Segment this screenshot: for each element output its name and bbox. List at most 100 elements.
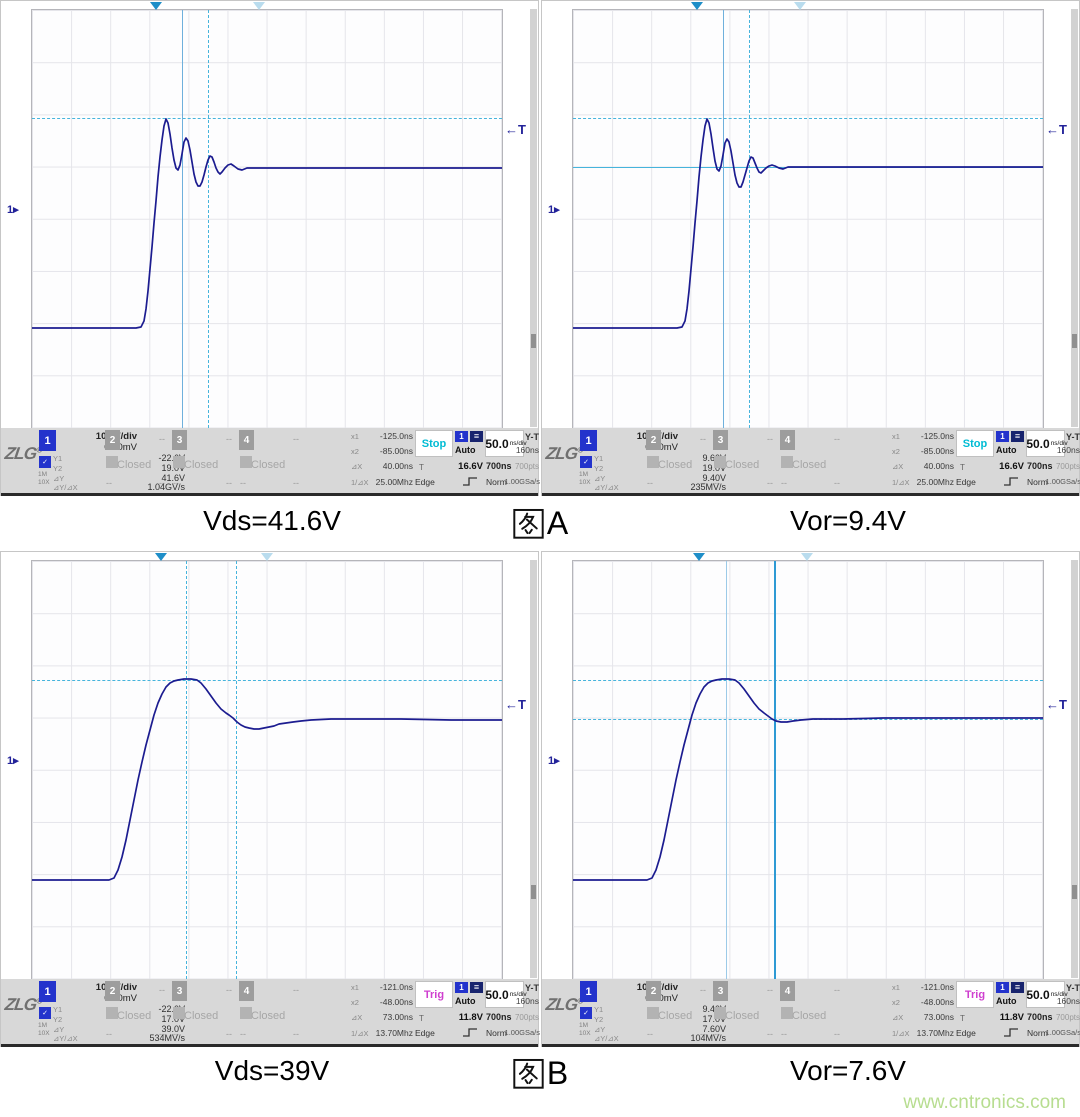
channel1-badge[interactable]: 1 [39, 430, 56, 451]
timebase-setting[interactable]: 50.0 ns/div [485, 430, 527, 457]
scrollbar[interactable] [530, 560, 537, 978]
trigger-position-marker[interactable] [150, 2, 162, 10]
trigger-type[interactable]: Edge [956, 477, 976, 487]
vertical-cursor-line[interactable] [749, 10, 750, 428]
channel3-badge[interactable]: 3 [172, 430, 187, 450]
channel1-check-icon[interactable]: ✓ [580, 456, 592, 468]
vertical-cursor-line[interactable] [186, 561, 187, 979]
placeholder-dashes: -- [834, 985, 840, 995]
trigger-position-marker[interactable] [155, 553, 167, 561]
timebase-setting[interactable]: 50.0 ns/div [485, 981, 527, 1008]
channel1-check-icon[interactable]: ✓ [39, 1007, 51, 1019]
vertical-cursor-line[interactable] [208, 10, 209, 428]
channel3-badge[interactable]: 3 [172, 981, 187, 1001]
trigger-level-marker[interactable]: ←T [1046, 697, 1067, 712]
channel1-check-icon[interactable]: ✓ [580, 1007, 592, 1019]
trigger-type[interactable]: Edge [415, 477, 435, 487]
reference-marker[interactable] [261, 553, 273, 561]
vertical-cursor-line[interactable] [236, 561, 237, 979]
channel4-check-icon[interactable] [781, 456, 793, 468]
channel4-badge[interactable]: 4 [780, 430, 795, 450]
edge-slope-icon[interactable] [1003, 1027, 1020, 1038]
channel4-check-icon[interactable] [240, 1007, 252, 1019]
channel1-badge[interactable]: 1 [580, 430, 597, 451]
channel1-position-marker[interactable]: 1▸ [7, 204, 19, 216]
edge-slope-icon[interactable] [1003, 476, 1020, 487]
channel1-position-marker[interactable]: 1▸ [548, 755, 560, 767]
scrollbar-handle[interactable] [1072, 334, 1077, 348]
channel2-badge[interactable]: 2 [105, 430, 120, 450]
channel1-badge[interactable]: 1 [580, 981, 597, 1002]
vertical-cursor-line[interactable] [726, 561, 727, 979]
channel3-check-icon[interactable] [173, 1007, 185, 1019]
channel2-check-icon[interactable] [647, 1007, 659, 1019]
channel3-check-icon[interactable] [714, 1007, 726, 1019]
horizontal-cursor-line[interactable] [573, 118, 1043, 119]
channel1-check-icon[interactable]: ✓ [39, 456, 51, 468]
timebase-setting[interactable]: 50.0 ns/div [1026, 981, 1068, 1008]
trigger-sweep-mode[interactable]: Auto [996, 445, 1017, 455]
vertical-cursor-line[interactable] [723, 10, 724, 428]
channel2-check-icon[interactable] [106, 1007, 118, 1019]
placeholder-dashes: -- [226, 1029, 232, 1039]
timebase-value: 50.0 [1026, 987, 1050, 1002]
channel1-position-marker[interactable]: 1▸ [7, 755, 19, 767]
channel4-check-icon[interactable] [781, 1007, 793, 1019]
menu-icon[interactable]: ≡ [1011, 982, 1024, 993]
horizontal-cursor-line[interactable] [573, 680, 1043, 681]
timebase-setting[interactable]: 50.0 ns/div [1026, 430, 1068, 457]
vertical-cursor-line[interactable] [182, 10, 183, 428]
channel2-badge[interactable]: 2 [646, 430, 661, 450]
channel4-badge[interactable]: 4 [239, 430, 254, 450]
channel3-check-icon[interactable] [173, 456, 185, 468]
scrollbar-handle[interactable] [1072, 885, 1077, 899]
channel3-badge[interactable]: 3 [713, 430, 728, 450]
trigger-source-badge[interactable]: 1 [996, 431, 1009, 442]
horizontal-cursor-line[interactable] [32, 680, 502, 681]
trigger-sweep-mode[interactable]: Auto [996, 996, 1017, 1006]
edge-slope-icon[interactable] [462, 1027, 479, 1038]
trigger-type[interactable]: Edge [956, 1028, 976, 1038]
menu-icon[interactable]: ≡ [470, 431, 483, 442]
channel4-badge[interactable]: 4 [780, 981, 795, 1001]
scrollbar[interactable] [530, 9, 537, 427]
trigger-level-marker[interactable]: ←T [1046, 122, 1067, 137]
trigger-sweep-mode[interactable]: Auto [455, 996, 476, 1006]
channel1-badge[interactable]: 1 [39, 981, 56, 1002]
reference-marker[interactable] [253, 2, 265, 10]
scrollbar-handle[interactable] [531, 885, 536, 899]
trigger-level-marker[interactable]: ←T [505, 122, 526, 137]
vertical-cursor-line[interactable] [774, 561, 776, 979]
reference-marker[interactable] [794, 2, 806, 10]
trigger-position-marker[interactable] [691, 2, 703, 10]
channel3-check-icon[interactable] [714, 456, 726, 468]
trigger-source-badge[interactable]: 1 [455, 431, 468, 442]
menu-icon[interactable]: ≡ [1011, 431, 1024, 442]
scrollbar[interactable] [1071, 9, 1078, 427]
run-state-button[interactable]: Stop [956, 430, 994, 457]
trigger-level-marker[interactable]: ←T [505, 697, 526, 712]
channel4-badge[interactable]: 4 [239, 981, 254, 1001]
channel2-badge[interactable]: 2 [105, 981, 120, 1001]
run-state-button[interactable]: Trig [415, 981, 453, 1008]
trigger-source-badge[interactable]: 1 [996, 982, 1009, 993]
channel2-badge[interactable]: 2 [646, 981, 661, 1001]
trigger-sweep-mode[interactable]: Auto [455, 445, 476, 455]
run-state-button[interactable]: Trig [956, 981, 994, 1008]
edge-slope-icon[interactable] [462, 476, 479, 487]
trigger-type[interactable]: Edge [415, 1028, 435, 1038]
trigger-source-badge[interactable]: 1 [455, 982, 468, 993]
run-state-button[interactable]: Stop [415, 430, 453, 457]
channel4-check-icon[interactable] [240, 456, 252, 468]
window-span: 160ns [515, 445, 539, 455]
trigger-position-marker[interactable] [693, 553, 705, 561]
scrollbar-handle[interactable] [531, 334, 536, 348]
channel2-check-icon[interactable] [106, 456, 118, 468]
channel3-badge[interactable]: 3 [713, 981, 728, 1001]
scrollbar[interactable] [1071, 560, 1078, 978]
horizontal-cursor-line[interactable] [32, 118, 502, 119]
menu-icon[interactable]: ≡ [470, 982, 483, 993]
channel2-check-icon[interactable] [647, 456, 659, 468]
reference-marker[interactable] [801, 553, 813, 561]
channel1-position-marker[interactable]: 1▸ [548, 204, 560, 216]
